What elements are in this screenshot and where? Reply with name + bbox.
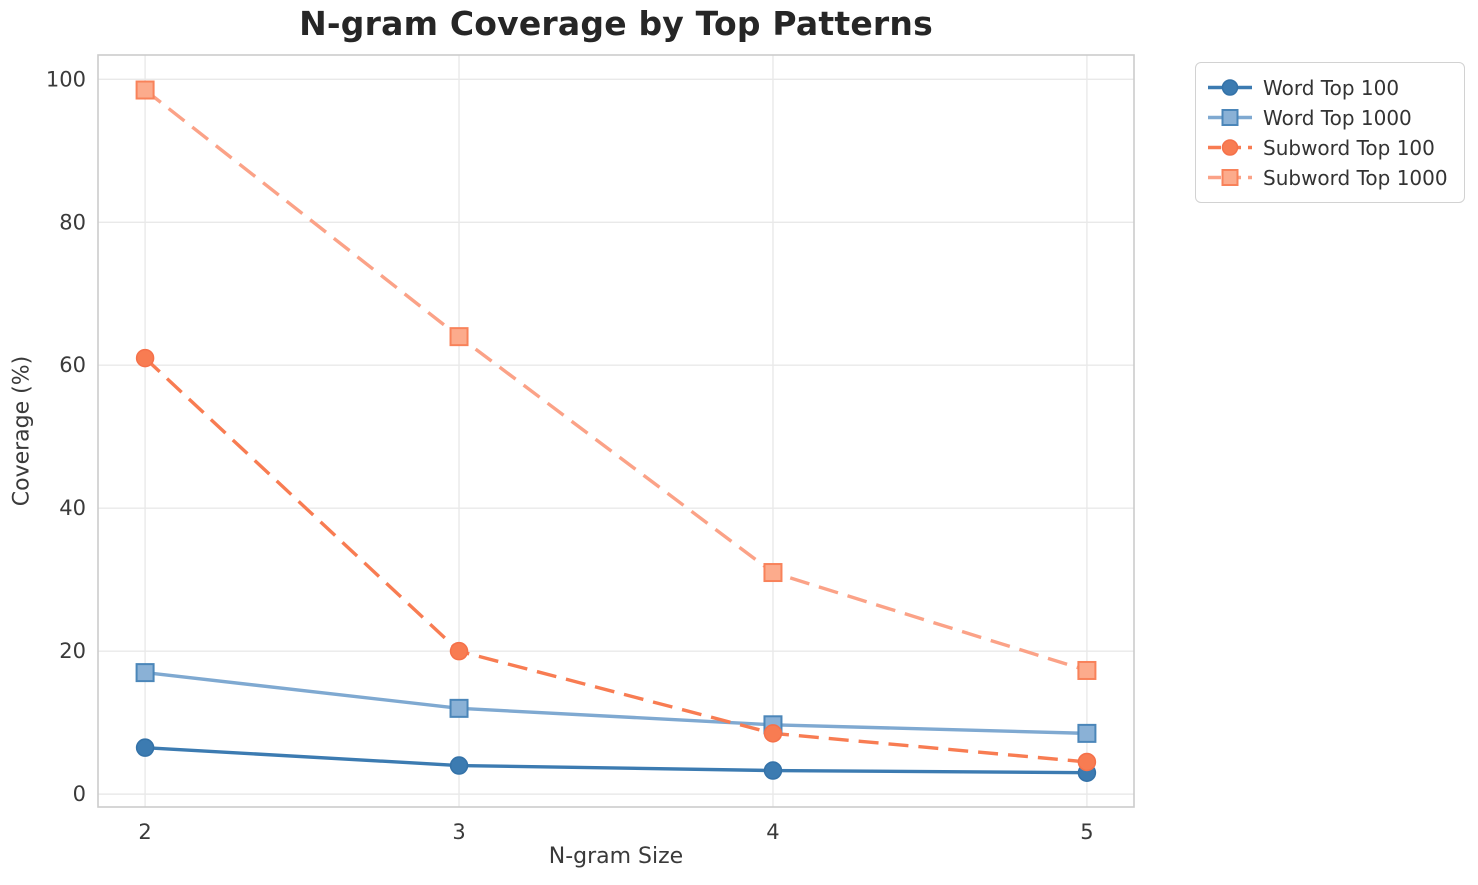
data-point [449,698,469,718]
data-point [1077,660,1097,680]
y-tick-label: 80 [59,210,86,234]
data-point [449,641,469,661]
legend-item-subword-top-100: Subword Top 100 [1206,134,1452,161]
data-point [763,761,783,780]
legend-sample-marker [1221,79,1239,96]
y-axis-label: Coverage (%) [9,355,35,507]
y-tick-label: 100 [46,67,86,91]
x-axis-label: N-gram Size [548,844,684,869]
series-line-word-top-1000 [144,670,1087,736]
legend-label: Subword Top 1000 [1263,165,1448,190]
legend-line-marker-icon [1208,169,1252,186]
series-line-word-top-100 [144,745,1087,775]
legend-item-subword-top-1000: Subword Top 1000 [1206,164,1452,191]
data-point [135,80,155,100]
legend-item-word-top-1000: Word Top 1000 [1206,104,1452,131]
x-tick-label: 2 [138,820,151,844]
y-tick-label: 40 [59,496,86,520]
y-tick-label: 20 [59,639,86,663]
x-tick-label: 3 [452,820,465,844]
y-tick-label: 0 [73,782,86,806]
y-tick-label: 60 [59,353,86,377]
data-point [135,348,155,368]
legend-sample-marker [1221,109,1239,126]
legend-line-marker-icon [1208,79,1252,96]
legend-label: Subword Top 100 [1263,135,1435,160]
data-point [763,724,783,743]
legend-item-word-top-100: Word Top 100 [1206,74,1452,101]
legend-sample-marker [1221,169,1239,186]
series-line-subword-top-100 [143,356,1088,764]
x-tick-label: 4 [766,820,779,844]
data-point [449,327,469,347]
x-tick-label: 5 [1080,820,1093,844]
chart-title: N-gram Coverage by Top Patterns [299,4,933,43]
data-point [135,663,155,683]
data-point [135,738,155,757]
data-point [1077,723,1097,743]
plot-border [97,54,1135,808]
legend-label: Word Top 1000 [1263,105,1412,130]
legend-sample-marker [1221,139,1239,156]
series-line-subword-top-1000 [144,88,1088,673]
data-point [449,756,469,775]
legend: Word Top 100 Word Top 1000 Subword Top 1… [1195,62,1465,203]
legend-label: Word Top 100 [1263,75,1400,100]
data-point [763,563,783,583]
legend-line-marker-icon [1208,139,1252,156]
data-point [1077,752,1097,772]
legend-line-marker-icon [1208,109,1252,126]
